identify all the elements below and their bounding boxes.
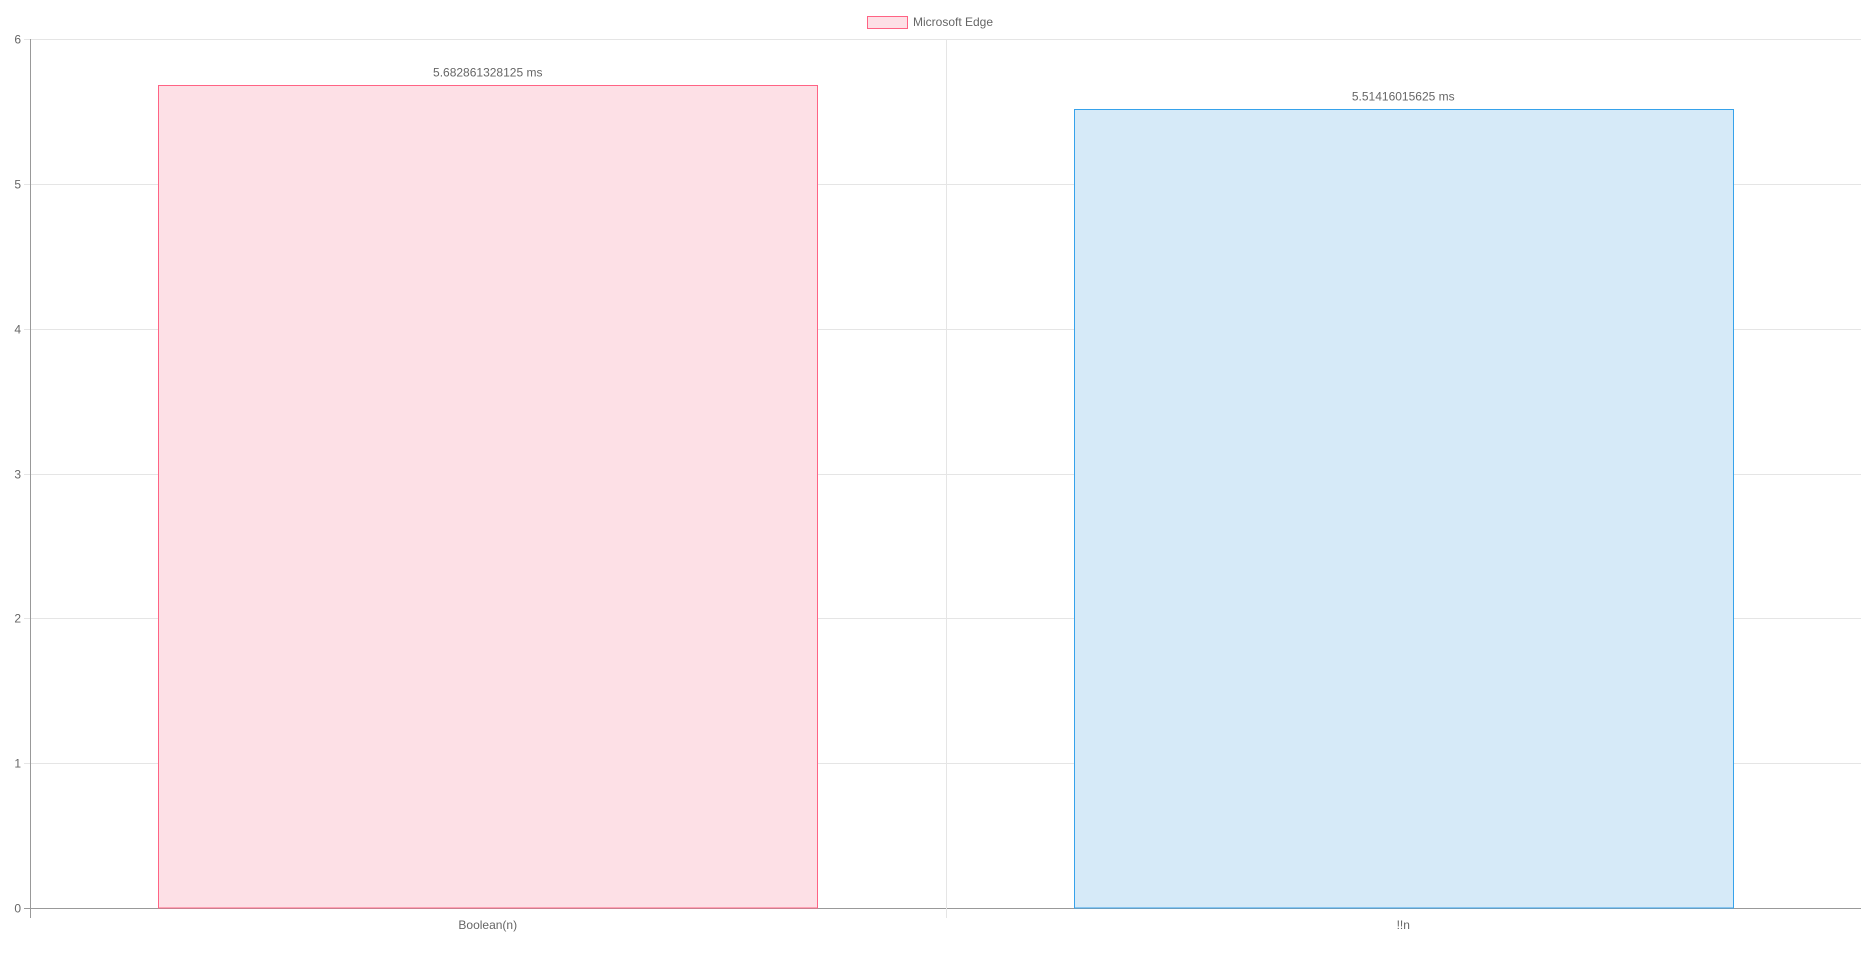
x-tick-label: Boolean(n) xyxy=(458,918,517,932)
y-tick-label: 6 xyxy=(14,33,21,47)
y-tick-label: 3 xyxy=(14,468,21,482)
y-tick-label: 5 xyxy=(14,178,21,192)
y-tick-label: 1 xyxy=(14,757,21,771)
legend-label[interactable]: Microsoft Edge xyxy=(913,15,993,29)
legend-swatch[interactable] xyxy=(867,16,908,29)
y-tick-label: 0 xyxy=(14,902,21,916)
data-labels-layer: 5.682861328125 ms 5.51416015625 ms xyxy=(433,66,1455,104)
bar-boolean-n[interactable] xyxy=(158,85,818,909)
axis-layer: 0 1 2 3 4 5 6 Boolean(n) !!n xyxy=(14,33,1410,933)
bar-double-bang-n[interactable] xyxy=(1074,109,1734,909)
x-tick-label: !!n xyxy=(1397,918,1410,932)
legend[interactable]: Microsoft Edge xyxy=(867,15,994,29)
y-tick-label: 2 xyxy=(14,612,21,626)
bar-value-label: 5.51416015625 ms xyxy=(1352,90,1455,104)
bars-layer xyxy=(158,85,1734,909)
bar-value-label: 5.682861328125 ms xyxy=(433,66,542,80)
y-tick-label: 4 xyxy=(14,323,21,337)
